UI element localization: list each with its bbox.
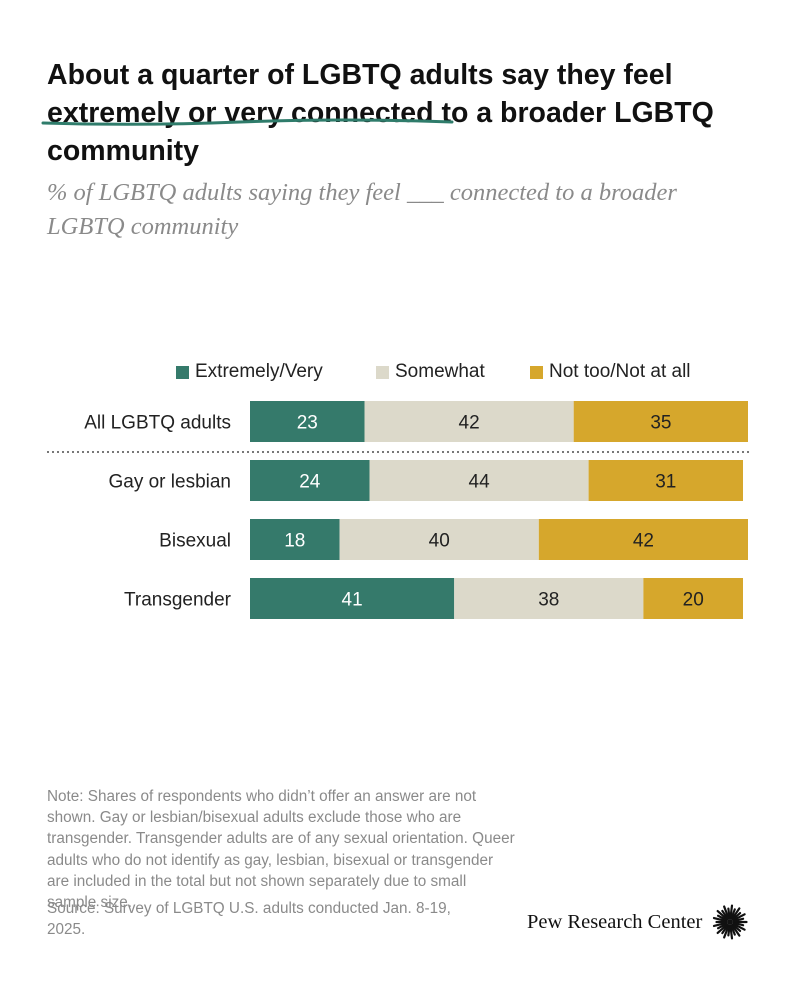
legend-label-somewhat: Somewhat bbox=[395, 361, 485, 382]
chart-subtitle: % of LGBTQ adults saying they feel ___ c… bbox=[47, 179, 677, 240]
bar-value-transgender-extremely-very: 41 bbox=[342, 590, 363, 611]
bar-bisexual-not-too bbox=[538, 519, 748, 560]
bar-value-bisexual-not-too: 42 bbox=[633, 531, 654, 552]
row-label-gay-or-lesbian: Gay or lesbian bbox=[108, 472, 231, 493]
legend-label-not-too: Not too/Not at all bbox=[549, 361, 691, 382]
chart-legend: Extremely/Very Somewhat Not too/Not at a… bbox=[0, 361, 800, 387]
row-label-bisexual: Bisexual bbox=[159, 531, 231, 552]
bar-all-lgbtq-adults-somewhat bbox=[364, 401, 574, 442]
bar-value-gay-or-lesbian-extremely-very: 24 bbox=[299, 472, 321, 493]
bar-value-bisexual-somewhat: 40 bbox=[429, 531, 450, 552]
pew-logo: Pew Research Center bbox=[527, 904, 748, 940]
legend-swatch-extremely-very bbox=[176, 365, 189, 379]
bar-transgender-extremely-very bbox=[250, 578, 455, 619]
bar-value-all-lgbtq-adults-extremely-very: 23 bbox=[297, 413, 318, 434]
bar-transgender-not-too bbox=[643, 578, 743, 619]
bar-value-gay-or-lesbian-not-too: 31 bbox=[655, 472, 676, 493]
legend-item-somewhat: Somewhat bbox=[376, 361, 485, 383]
bar-bisexual-somewhat bbox=[339, 519, 539, 560]
bar-value-transgender-not-too: 20 bbox=[683, 590, 704, 611]
logo-text: Pew Research Center bbox=[527, 910, 703, 933]
stacked-bar-chart: All LGBTQ adults 23 42 35 Gay or lesbian 24 44… bbox=[47, 401, 750, 619]
title-highlight-underline bbox=[41, 118, 454, 126]
row-label-transgender: Transgender bbox=[124, 590, 232, 611]
bar-all-lgbtq-adults-not-too bbox=[573, 401, 748, 442]
pew-sunburst-icon bbox=[713, 904, 748, 940]
bar-all-lgbtq-adults-extremely-very bbox=[250, 401, 365, 442]
legend-swatch-somewhat bbox=[376, 365, 389, 379]
chart-title: About a quarter of LGBTQ adults say they… bbox=[47, 56, 767, 170]
bar-value-all-lgbtq-adults-not-too: 35 bbox=[650, 413, 671, 434]
bar-bisexual-extremely-very bbox=[250, 519, 340, 560]
legend-swatch-not-too bbox=[530, 365, 543, 379]
bar-gay-or-lesbian-not-too bbox=[588, 460, 743, 501]
bar-transgender-somewhat bbox=[454, 578, 644, 619]
bar-gay-or-lesbian-somewhat bbox=[369, 460, 589, 501]
legend-item-not-too: Not too/Not at all bbox=[530, 361, 691, 383]
bar-value-transgender-somewhat: 38 bbox=[538, 590, 559, 611]
legend-item-extremely-very: Extremely/Very bbox=[176, 361, 323, 383]
legend-label-extremely-very: Extremely/Very bbox=[195, 361, 323, 382]
bar-gay-or-lesbian-extremely-very bbox=[250, 460, 370, 501]
bar-value-all-lgbtq-adults-somewhat: 42 bbox=[459, 413, 480, 434]
row-label-all-lgbtq-adults: All LGBTQ adults bbox=[84, 413, 231, 434]
chart-source: Source: Survey of LGBTQ U.S. adults cond… bbox=[47, 900, 451, 939]
chart-note: Note: Shares of respondents who didn’t o… bbox=[47, 788, 515, 912]
bar-value-gay-or-lesbian-somewhat: 44 bbox=[469, 472, 491, 493]
bar-value-bisexual-extremely-very: 18 bbox=[284, 531, 305, 552]
title-after: to a broader LGBTQ community bbox=[47, 97, 714, 167]
title-before: About a quarter of LGBTQ adults say they… bbox=[47, 59, 673, 91]
